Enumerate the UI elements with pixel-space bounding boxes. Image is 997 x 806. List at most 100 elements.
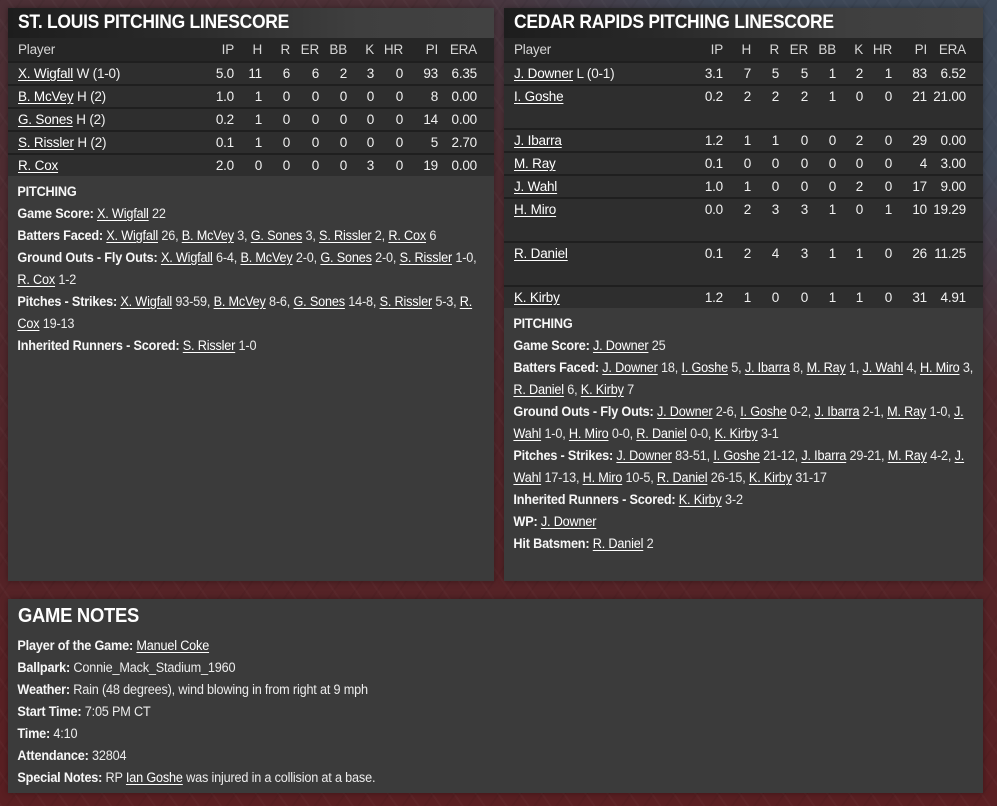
player-link[interactable]: X. Wigfall [18,66,74,81]
player-link[interactable]: X. Wigfall [96,206,149,221]
stat-era: 0.00 [438,84,494,108]
stat-h: 11 [234,61,262,85]
note-text: 93-59, [172,294,214,309]
player-link[interactable]: J. Ibarra [744,360,790,375]
player-link[interactable]: I. Goshe [740,404,787,419]
player-link[interactable]: K. Kirby [714,426,758,441]
note-text: 2-6, [712,404,741,419]
player-link[interactable]: M. Ray [887,448,927,463]
note-text: 1, [845,360,863,375]
note-text: 3-2 [721,492,743,507]
player-link[interactable]: R. Daniel [514,246,568,261]
stat-h: 7 [723,61,751,85]
player-link[interactable]: S. Rissler [319,228,372,243]
player-link[interactable]: S. Rissler [182,338,236,353]
player-link[interactable]: K. Kirby [678,492,722,507]
stat-er: 3 [779,241,808,286]
player-link[interactable]: R. Cox [17,294,473,331]
player-link[interactable]: Manuel Coke [136,638,210,653]
player-link[interactable]: J. Downer [616,448,672,463]
player-link[interactable]: S. Rissler [399,250,453,265]
ced-panel-title-bar: CEDAR RAPIDS PITCHING LINESCORE [504,8,983,38]
player-link[interactable]: J. Wahl [513,448,965,485]
player-link[interactable]: R. Daniel [513,382,564,397]
stat-hr: 0 [374,153,403,176]
player-link[interactable]: S. Rissler [379,294,433,309]
player-link[interactable]: X. Wigfall [120,294,173,309]
stat-k: 0 [347,107,374,131]
player-link[interactable]: B. McVey [181,228,234,243]
player-link[interactable]: G. Sones [18,112,73,127]
player-link[interactable]: G. Sones [250,228,303,243]
player-link[interactable]: R. Daniel [592,536,644,551]
player-link[interactable]: M. Ray [887,404,927,419]
player-link[interactable]: H. Miro [582,470,623,485]
player-link[interactable]: S. Rissler [18,135,74,150]
player-link[interactable]: J. Ibarra [514,133,562,148]
player-link[interactable]: H. Miro [568,426,609,441]
note-text: 6, [563,382,581,397]
player-link[interactable]: J. Wahl [862,360,904,375]
player-link[interactable]: J. Downer [514,66,573,81]
pitcher-row: I. Goshe 0.2 2 2 2 1 0 0 21 21.00 [504,84,983,129]
player-link[interactable]: Ian Goshe [125,770,183,785]
player-link[interactable]: B. McVey [240,250,293,265]
note-line: Game Score: X. Wigfall 22 [17,203,484,225]
game-notes-panel: GAME NOTES Player of the Game: Manuel Co… [8,599,983,793]
player-link[interactable]: B. McVey [18,89,74,104]
note-line: Pitches - Strikes: J. Downer 83-51, I. G… [513,445,973,489]
player-link[interactable]: B. McVey [213,294,266,309]
stat-hr: 0 [374,84,403,108]
stat-hr: 0 [374,130,403,154]
player-link[interactable]: K. Kirby [514,290,560,305]
player-link[interactable]: H. Miro [514,202,557,217]
stat-bb: 0 [808,128,836,152]
player-link[interactable]: H. Miro [919,360,960,375]
pitcher-decision-tag: W (1-0) [73,66,121,81]
note-text: 0-2, [786,404,815,419]
player-link[interactable]: R. Daniel [656,470,708,485]
stat-hr: 0 [863,84,892,129]
player-link[interactable]: R. Cox [388,228,427,243]
note-text: 4, [903,360,920,375]
pitcher-row: S. Rissler H (2) 0.1 1 0 0 0 0 0 5 2.70 [8,130,494,154]
player-link[interactable]: R. Daniel [636,426,687,441]
player-link[interactable]: J. Ibarra [801,448,847,463]
stat-bb: 1 [808,241,836,286]
player-link[interactable]: M. Ray [806,360,846,375]
stat-r: 3 [751,197,779,242]
pitcher-name-cell: J. Wahl [504,174,687,198]
column-header-er: ER [779,38,808,62]
game-notes-block: Player of the Game: Manuel Coke Ballpark:… [8,633,983,789]
player-link[interactable]: X. Wigfall [160,250,213,265]
player-link[interactable]: J. Wahl [514,179,558,194]
stat-ip: 3.1 [687,61,723,85]
note-text: Rain (48 degrees), wind blowing in from … [69,682,368,697]
stat-era: 19.29 [927,197,983,242]
stat-r: 0 [262,153,290,176]
player-link[interactable]: J. Downer [592,338,649,353]
player-link[interactable]: R. Cox [18,158,59,173]
note-label: Pitches - Strikes: [513,448,613,463]
stat-pi: 29 [892,128,927,152]
stat-hr: 0 [374,61,403,85]
player-link[interactable]: X. Wigfall [106,228,158,243]
player-link[interactable]: J. Downer [656,404,713,419]
player-link[interactable]: I. Goshe [713,448,760,463]
player-link[interactable]: G. Sones [320,250,372,265]
player-link[interactable]: I. Goshe [681,360,728,375]
stat-er: 3 [779,197,808,242]
player-link[interactable]: M. Ray [514,156,556,171]
player-link[interactable]: R. Cox [17,272,56,287]
player-link[interactable]: J. Downer [602,360,658,375]
player-link[interactable]: I. Goshe [514,89,564,104]
player-link[interactable]: K. Kirby [580,382,624,397]
player-link[interactable]: J. Ibarra [814,404,860,419]
pitcher-row: R. Cox 2.0 0 0 0 0 3 0 19 0.00 [8,153,494,176]
note-text: 32804 [88,748,127,763]
player-link[interactable]: G. Sones [293,294,345,309]
player-link[interactable]: K. Kirby [748,470,792,485]
player-link[interactable]: J. Wahl [513,404,964,441]
stat-er: 0 [779,174,808,198]
player-link[interactable]: J. Downer [540,514,597,529]
